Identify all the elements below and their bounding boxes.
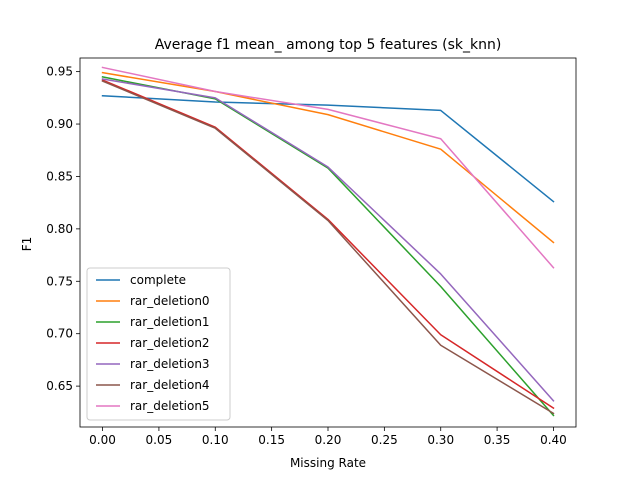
y-axis-label: F1 (20, 237, 34, 252)
series-line-rar-deletion5 (101, 66, 555, 269)
legend-label: rar_deletion2 (130, 336, 210, 350)
legend-box (86, 267, 231, 421)
x-tick-label: 0.30 (427, 433, 454, 447)
x-axis-label: Missing Rate (290, 456, 366, 470)
legend-label: rar_deletion4 (130, 378, 210, 392)
x-tick-label: 0.10 (202, 433, 229, 447)
y-tick-label: 0.65 (46, 379, 73, 393)
series-line-rar-deletion0 (101, 71, 555, 244)
legend-label: rar_deletion3 (130, 357, 210, 371)
series-line-complete (101, 94, 555, 203)
legend-label: complete (130, 273, 186, 287)
y-tick-label: 0.75 (46, 274, 73, 288)
x-tick-label: 0.20 (315, 433, 342, 447)
legend-label: rar_deletion1 (130, 315, 210, 329)
legend-label: rar_deletion5 (130, 399, 210, 413)
y-tick-label: 0.70 (46, 327, 73, 341)
x-tick-label: 0.05 (146, 433, 173, 447)
x-tick-label: 0.25 (371, 433, 398, 447)
x-tick-label: 0.35 (484, 433, 511, 447)
x-tick-label: 0.40 (540, 433, 567, 447)
series-line-rar-deletion2 (101, 79, 555, 410)
legend: complete rar_deletion0 rar_deletion1 rar_de… (86, 267, 231, 421)
x-tick-label: 0.15 (258, 433, 285, 447)
legend-label: rar_deletion0 (130, 294, 210, 308)
y-tick-label: 0.80 (46, 222, 73, 236)
y-tick-label: 0.95 (46, 65, 73, 79)
y-tick-label: 0.90 (46, 117, 73, 131)
x-tick-label: 0.00 (89, 433, 116, 447)
series-line-rar-deletion3 (101, 78, 555, 402)
y-tick-label: 0.85 (46, 169, 73, 183)
series-line-rar-deletion4 (101, 80, 555, 415)
chart-title: Average f1 mean_ among top 5 features (s… (155, 37, 502, 53)
